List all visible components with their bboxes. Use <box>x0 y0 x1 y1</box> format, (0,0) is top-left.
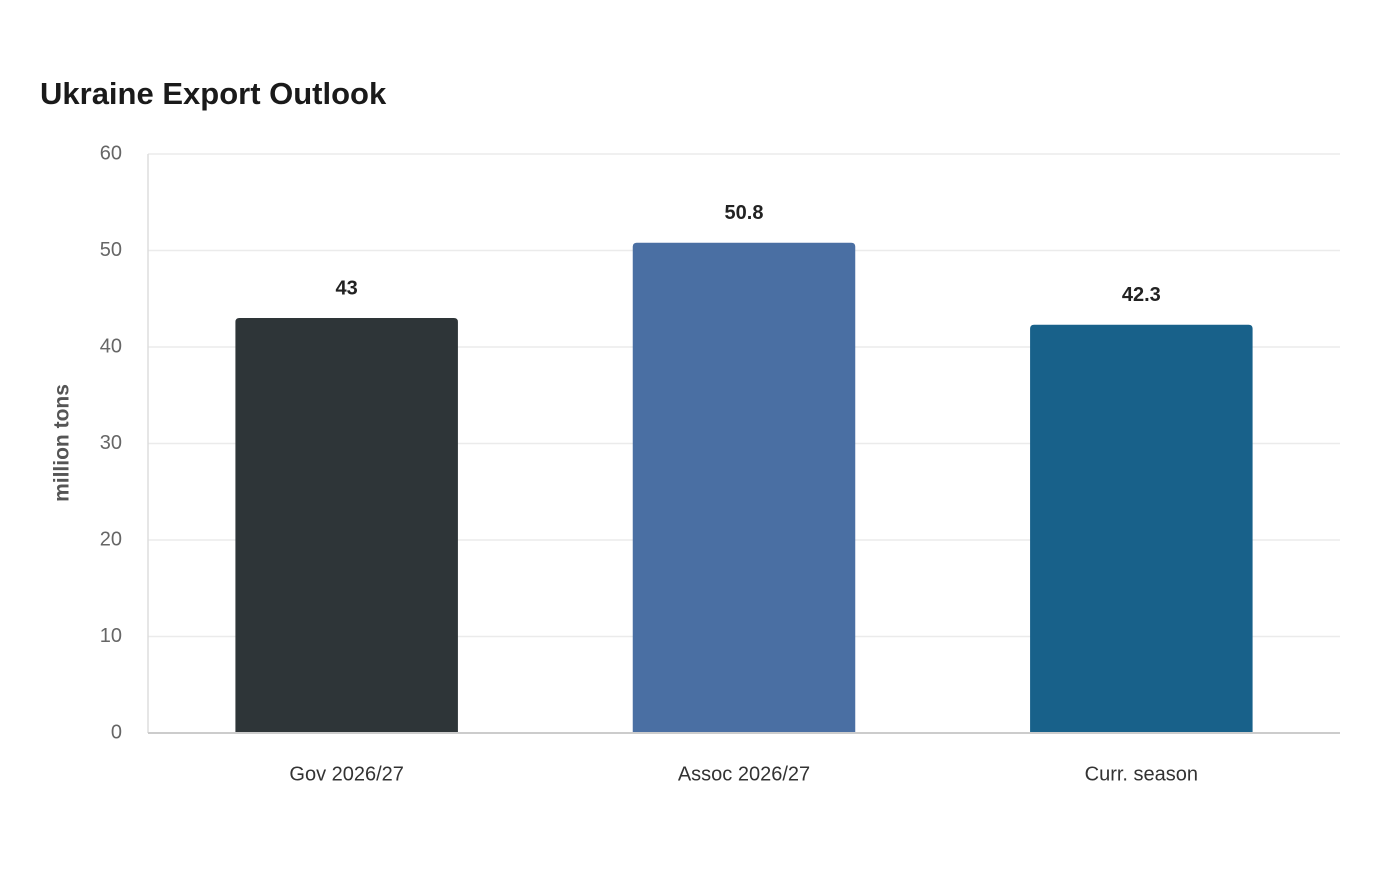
value-label: 50.8 <box>725 202 764 224</box>
bar <box>632 242 856 733</box>
y-tick-label: 40 <box>100 335 122 357</box>
y-tick-label: 50 <box>100 239 122 261</box>
value-label: 43 <box>336 277 358 299</box>
y-tick-label: 0 <box>111 721 122 743</box>
chart-title: Ukraine Export Outlook <box>40 76 387 111</box>
x-tick-label: Gov 2026/27 <box>289 763 404 785</box>
bar <box>235 318 458 733</box>
y-tick-label: 30 <box>100 432 122 454</box>
x-tick-label: Assoc 2026/27 <box>678 763 810 785</box>
value-label: 42.3 <box>1122 284 1161 306</box>
y-tick-label: 60 <box>100 142 122 164</box>
y-axis-label: million tons <box>51 384 74 502</box>
y-tick-label: 20 <box>100 528 122 550</box>
bar <box>1030 324 1253 733</box>
y-tick-label: 10 <box>100 625 122 647</box>
x-tick-label: Curr. season <box>1085 763 1198 785</box>
